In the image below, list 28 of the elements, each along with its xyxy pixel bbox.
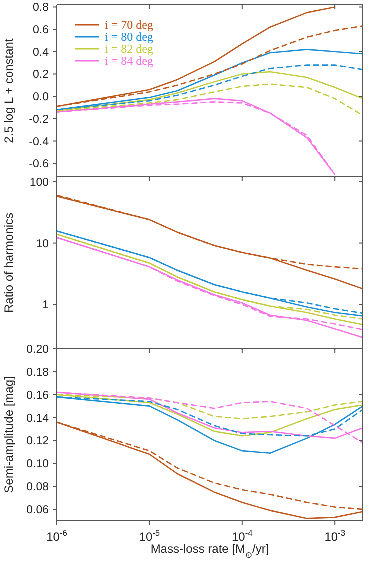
- x-tick-label: 10$^{-3}$: [324, 528, 346, 544]
- y-tick-label: 0.06: [26, 504, 49, 517]
- y-tick-label: 1: [42, 300, 49, 312]
- y-tick-label: 0.10: [26, 458, 49, 471]
- y-tick-label: -0.4: [29, 136, 50, 148]
- y-tick-label: -0.6: [29, 158, 49, 171]
- y-tick-label: 0.8: [33, 2, 49, 14]
- y-axis-title: Ratio of harmonics: [2, 212, 16, 314]
- y-tick-label: 100: [30, 176, 49, 189]
- y-tick-label: -0.2: [29, 114, 49, 126]
- y-tick-label: 0.16: [26, 390, 49, 402]
- y-tick-label: 10: [36, 238, 49, 250]
- y-axis-title: Semi-amplitude [mag]: [2, 376, 16, 494]
- y-axis-title: 2.5 log L + constant: [2, 38, 16, 144]
- x-axis-title: Mass-loss rate [M$_{⊙}$/yr]: [150, 542, 270, 560]
- y-tick-label: 0.12: [26, 436, 49, 448]
- y-tick-label: 0.08: [26, 482, 49, 494]
- y-tick-label: 0.4: [33, 46, 50, 59]
- x-tick-label: 10$^{-6}$: [46, 528, 68, 544]
- y-tick-label: 0.14: [26, 412, 50, 425]
- legend-label: i = 70 deg: [105, 18, 154, 32]
- y-tick-label: 0.0: [33, 92, 49, 104]
- y-tick-label: 0.18: [26, 366, 49, 379]
- x-tick-label: 10$^{-4}$: [232, 528, 254, 544]
- y-tick-label: 0.6: [33, 24, 49, 37]
- x-tick-label: 10$^{-5}$: [139, 528, 160, 544]
- y-tick-label: 0.2: [33, 69, 49, 82]
- y-tick-label: 0.20: [26, 344, 49, 356]
